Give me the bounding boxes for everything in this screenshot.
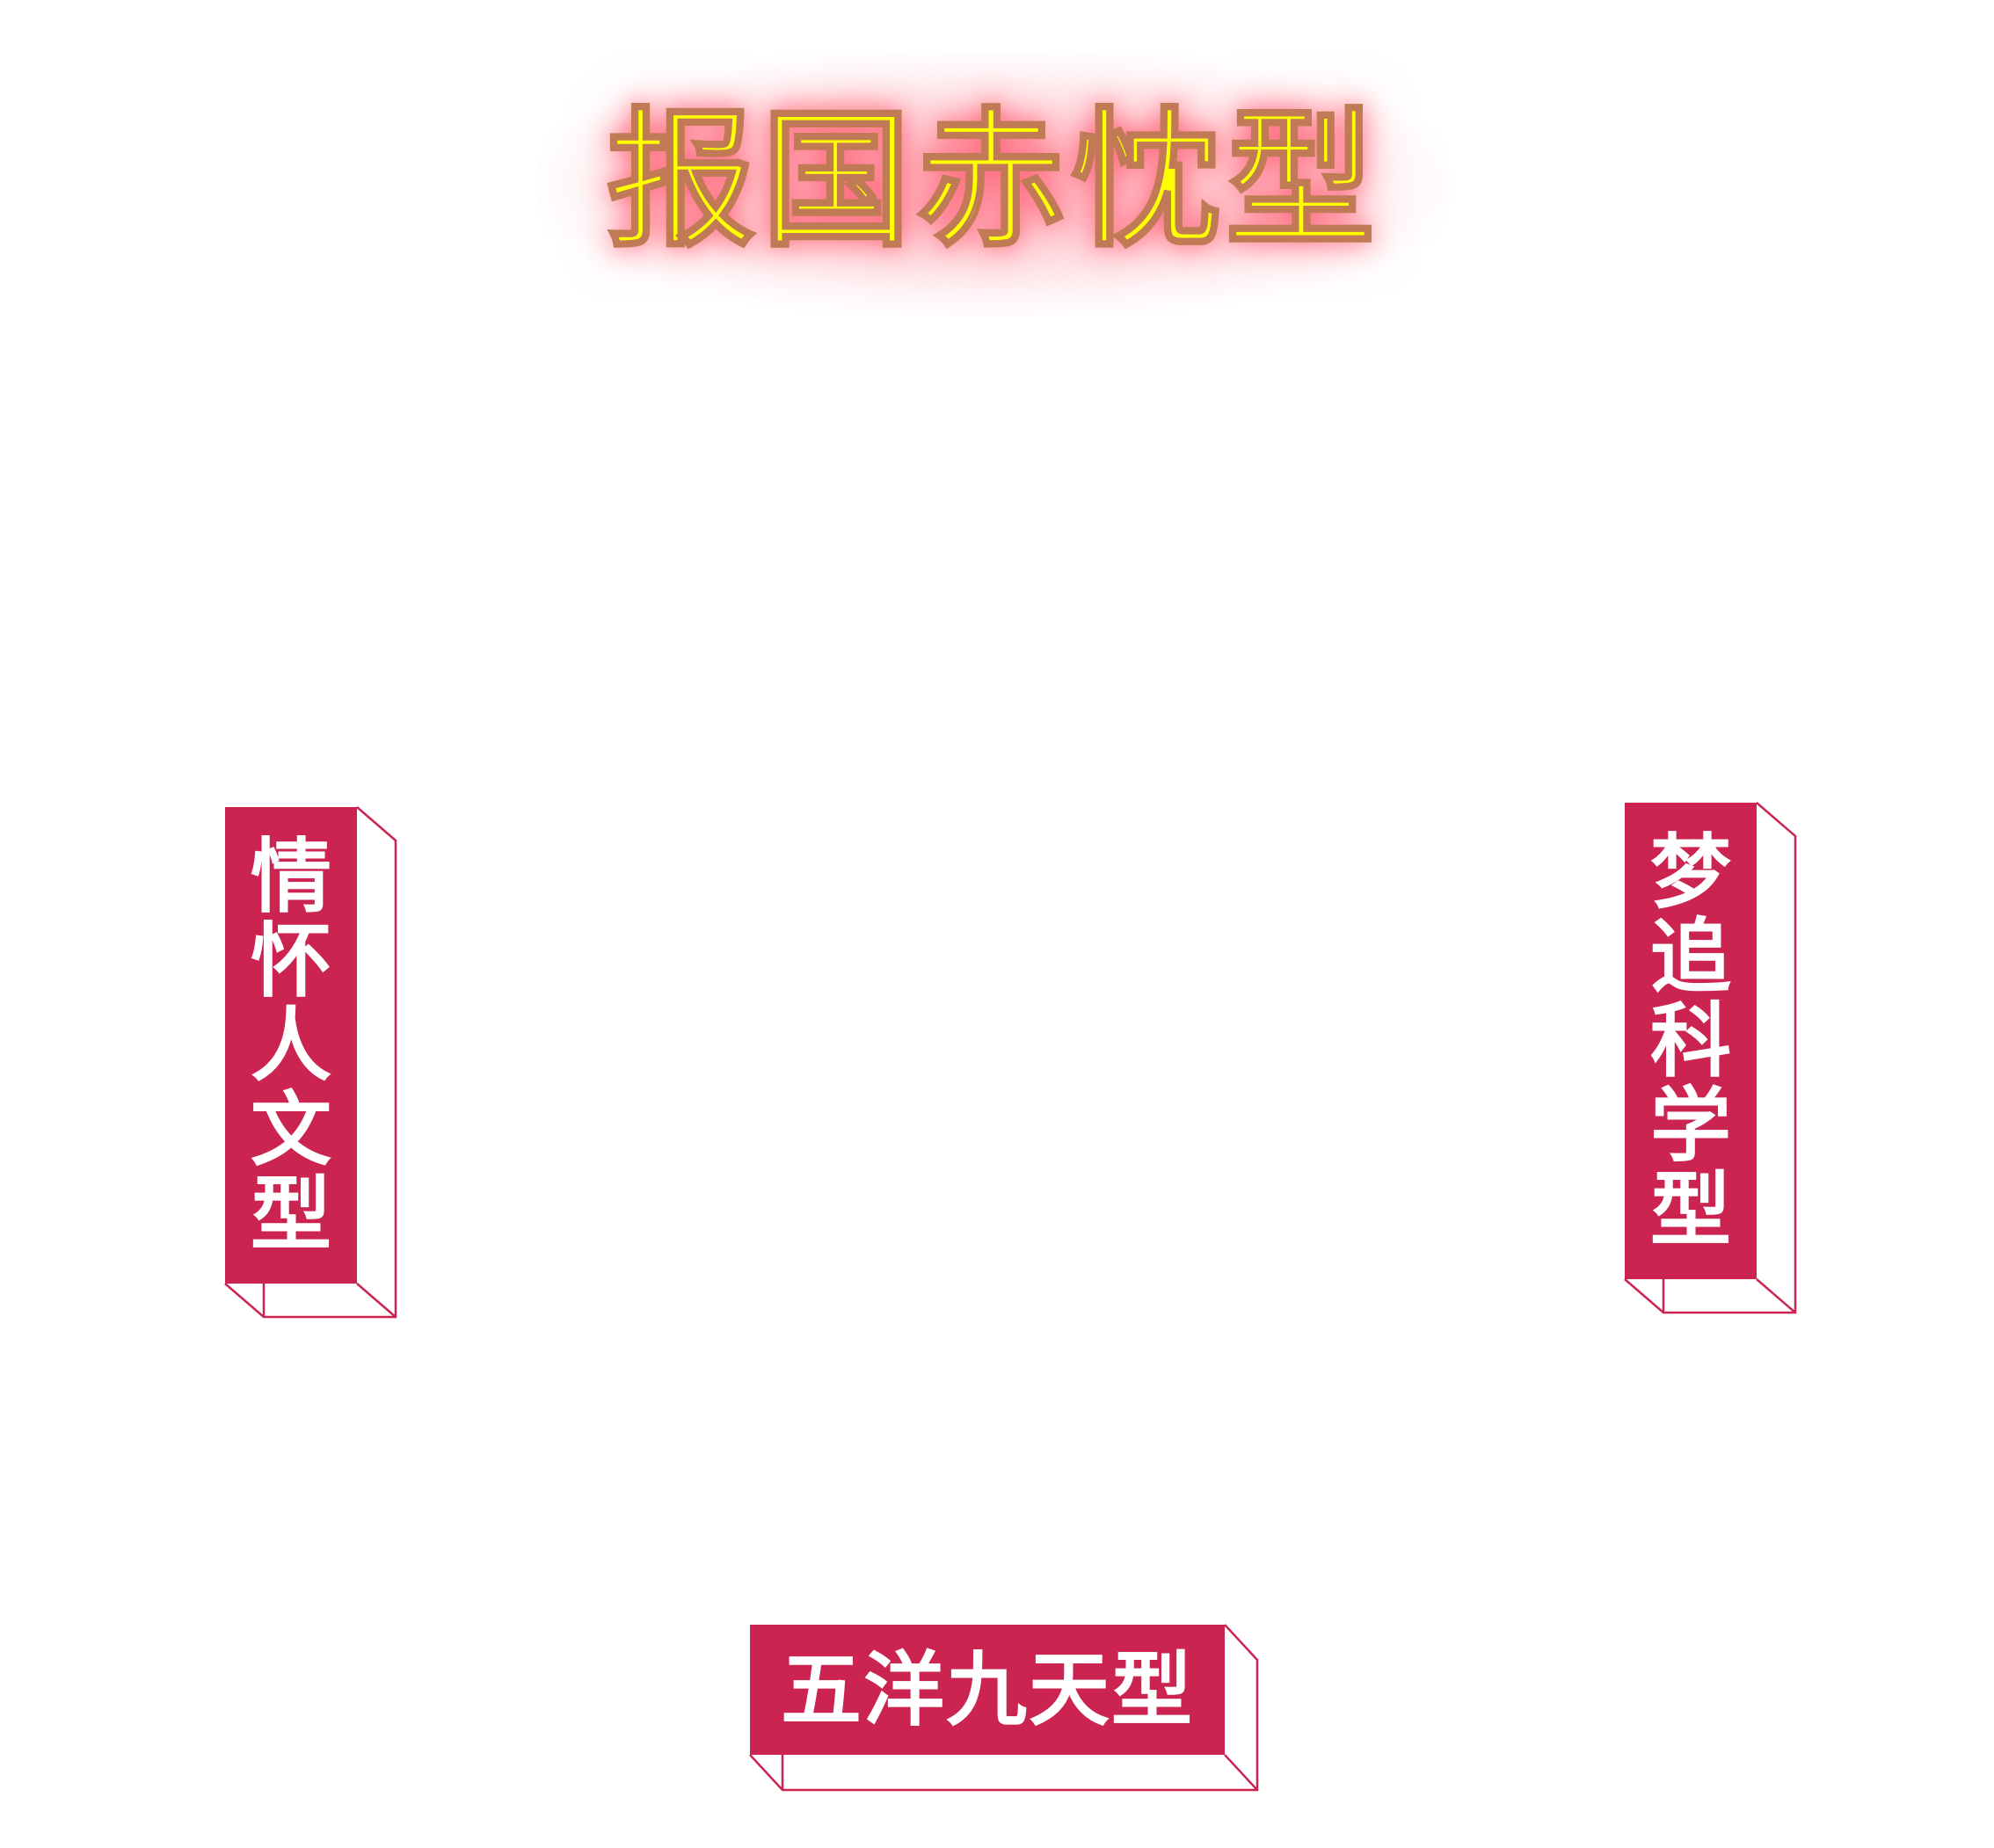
- box-face: 五洋九天型: [750, 1625, 1225, 1755]
- box-3d-frame: [224, 806, 397, 1319]
- box-3d-frame: [749, 1624, 1259, 1792]
- label-text-bottom: 五洋九天型: [780, 1642, 1194, 1737]
- main-title: 报国赤忱型: [605, 91, 1380, 270]
- box-face: 梦追科学型: [1625, 803, 1757, 1279]
- title-glow: [536, 53, 1451, 316]
- label-text-right: 梦追科学型: [1649, 825, 1731, 1257]
- label-text-left: 情怀人文型: [250, 829, 331, 1262]
- box-face: 情怀人文型: [225, 807, 357, 1284]
- box-3d-frame: [1624, 802, 1797, 1314]
